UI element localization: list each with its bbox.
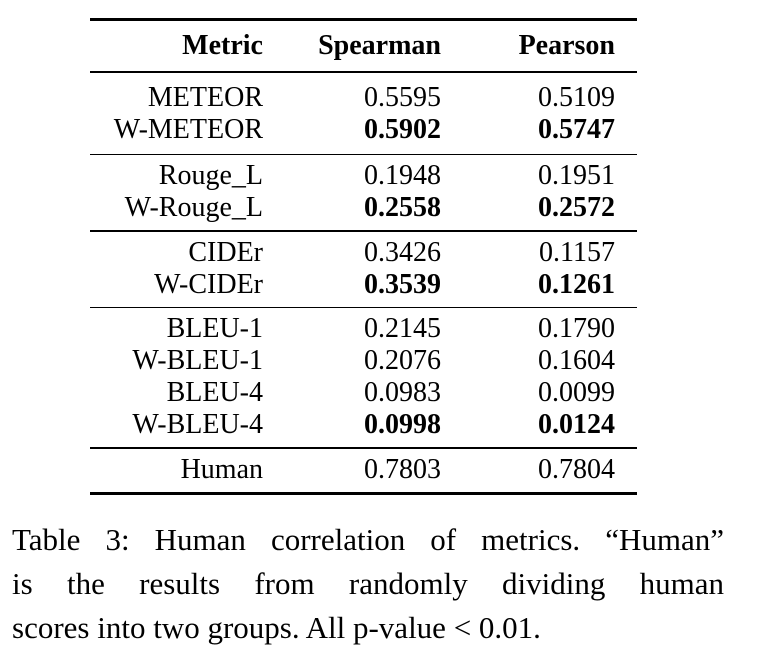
metric-cell: BLEU-1 <box>166 313 263 344</box>
metric-cell: W-METEOR <box>113 113 263 145</box>
table-caption: Table 3: Human correlation of metrics. “… <box>12 518 724 650</box>
metric-cell: Human <box>180 453 263 485</box>
table-group: Rouge_L 0.1948 0.1951 W-Rouge_L 0.2558 0.2572 <box>90 155 637 230</box>
table-group: Human 0.7803 0.7804 <box>90 449 637 492</box>
pearson-cell: 0.1790 <box>538 313 615 344</box>
group-rule <box>90 447 637 449</box>
spearman-cell: 0.7803 <box>364 453 441 485</box>
spearman-cell: 0.5902 <box>364 113 441 145</box>
results-table: Metric Spearman Pearson METEOR 0.5595 0.51… <box>90 18 637 495</box>
table-row: Rouge_L 0.1948 0.1951 <box>90 160 637 192</box>
spearman-cell: 0.0998 <box>364 409 441 440</box>
metric-cell: W-Rouge_L <box>124 192 263 223</box>
group-rule <box>90 230 637 232</box>
pearson-cell: 0.1261 <box>538 268 615 300</box>
header-spearman: Spearman <box>318 30 441 61</box>
header-metric: Metric <box>182 30 263 61</box>
table-row: METEOR 0.5595 0.5109 <box>90 82 637 114</box>
table-row: W-Rouge_L 0.2558 0.2572 <box>90 192 637 224</box>
pearson-cell: 0.1951 <box>538 160 615 191</box>
pearson-cell: 0.2572 <box>538 192 615 223</box>
spearman-cell: 0.5595 <box>364 81 441 113</box>
group-rule <box>90 306 637 308</box>
table-body: METEOR 0.5595 0.5109 W-METEOR 0.5902 0.5747 Ro… <box>90 73 637 492</box>
table-row: W-BLEU-1 0.2076 0.1604 <box>90 345 637 377</box>
caption-line: scores into two groups. All p-value < 0.… <box>12 610 541 645</box>
spearman-cell: 0.0983 <box>364 377 441 408</box>
top-rule <box>90 18 637 21</box>
table-header-row: Metric Spearman Pearson <box>90 21 637 71</box>
pearson-cell: 0.0099 <box>538 377 615 408</box>
spearman-cell: 0.2145 <box>364 313 441 344</box>
spearman-cell: 0.2558 <box>364 192 441 223</box>
metric-cell: BLEU-4 <box>166 377 263 408</box>
table-row: BLEU-1 0.2145 0.1790 <box>90 313 637 345</box>
spearman-cell: 0.3539 <box>364 268 441 300</box>
table-row: W-BLEU-4 0.0998 0.0124 <box>90 409 637 441</box>
table-row: CIDEr 0.3426 0.1157 <box>90 237 637 269</box>
pearson-cell: 0.5747 <box>538 113 615 145</box>
metric-cell: W-BLEU-4 <box>132 409 263 440</box>
bottom-rule <box>90 491 637 495</box>
metric-cell: Rouge_L <box>158 160 263 191</box>
header-rule <box>90 71 637 73</box>
metric-cell: W-BLEU-1 <box>132 345 263 376</box>
spearman-cell: 0.2076 <box>364 345 441 376</box>
spearman-cell: 0.3426 <box>364 236 441 268</box>
pearson-cell: 0.5109 <box>538 81 615 113</box>
caption-line: is the results from randomly dividing hu… <box>12 566 724 601</box>
pearson-cell: 0.1157 <box>539 236 615 268</box>
caption-line: Table 3: Human correlation of metrics. “… <box>12 522 724 557</box>
group-rule <box>90 153 637 155</box>
table-group: METEOR 0.5595 0.5109 W-METEOR 0.5902 0.5747 <box>90 73 637 154</box>
table-row: W-METEOR 0.5902 0.5747 <box>90 114 637 146</box>
metric-cell: CIDEr <box>188 236 263 268</box>
table-row: BLEU-4 0.0983 0.0099 <box>90 377 637 409</box>
table-group: BLEU-1 0.2145 0.1790 W-BLEU-1 0.2076 0.1604 BL… <box>90 308 637 447</box>
metric-cell: METEOR <box>147 81 263 113</box>
table-row: Human 0.7803 0.7804 <box>90 454 637 486</box>
pearson-cell: 0.0124 <box>538 409 615 440</box>
pearson-cell: 0.7804 <box>538 453 615 485</box>
header-pearson: Pearson <box>518 30 615 61</box>
table-row: W-CIDEr 0.3539 0.1261 <box>90 269 637 301</box>
pearson-cell: 0.1604 <box>538 345 615 376</box>
table-group: CIDEr 0.3426 0.1157 W-CIDEr 0.3539 0.1261 <box>90 232 637 307</box>
spearman-cell: 0.1948 <box>364 160 441 191</box>
metric-cell: W-CIDEr <box>154 268 263 300</box>
